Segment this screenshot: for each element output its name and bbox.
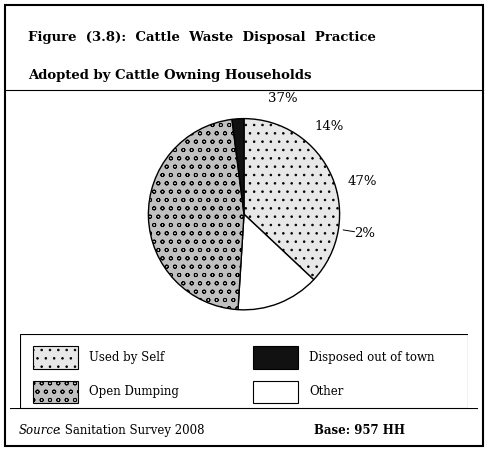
FancyBboxPatch shape xyxy=(33,381,78,403)
Text: 47%: 47% xyxy=(347,175,377,188)
Wedge shape xyxy=(244,119,340,280)
Text: Source: Source xyxy=(19,424,61,437)
Wedge shape xyxy=(238,214,314,310)
Text: : Sanitation Survey 2008: : Sanitation Survey 2008 xyxy=(57,424,204,437)
FancyBboxPatch shape xyxy=(253,346,298,369)
Text: Open Dumping: Open Dumping xyxy=(89,385,179,398)
Text: Disposed out of town: Disposed out of town xyxy=(309,351,435,364)
FancyBboxPatch shape xyxy=(33,346,78,369)
Wedge shape xyxy=(232,119,244,214)
Text: Other: Other xyxy=(309,385,344,398)
FancyBboxPatch shape xyxy=(253,381,298,403)
Text: Used by Self: Used by Self xyxy=(89,351,164,364)
Text: Base: 957 HH: Base: 957 HH xyxy=(314,424,405,437)
Text: 37%: 37% xyxy=(268,92,298,105)
Text: 14%: 14% xyxy=(314,120,344,133)
Text: Adopted by Cattle Owning Households: Adopted by Cattle Owning Households xyxy=(28,69,312,82)
Text: 2%: 2% xyxy=(354,227,375,240)
Text: Figure  (3.8):  Cattle  Waste  Disposal  Practice: Figure (3.8): Cattle Waste Disposal Prac… xyxy=(28,31,376,44)
FancyBboxPatch shape xyxy=(20,334,468,408)
Wedge shape xyxy=(148,120,244,310)
